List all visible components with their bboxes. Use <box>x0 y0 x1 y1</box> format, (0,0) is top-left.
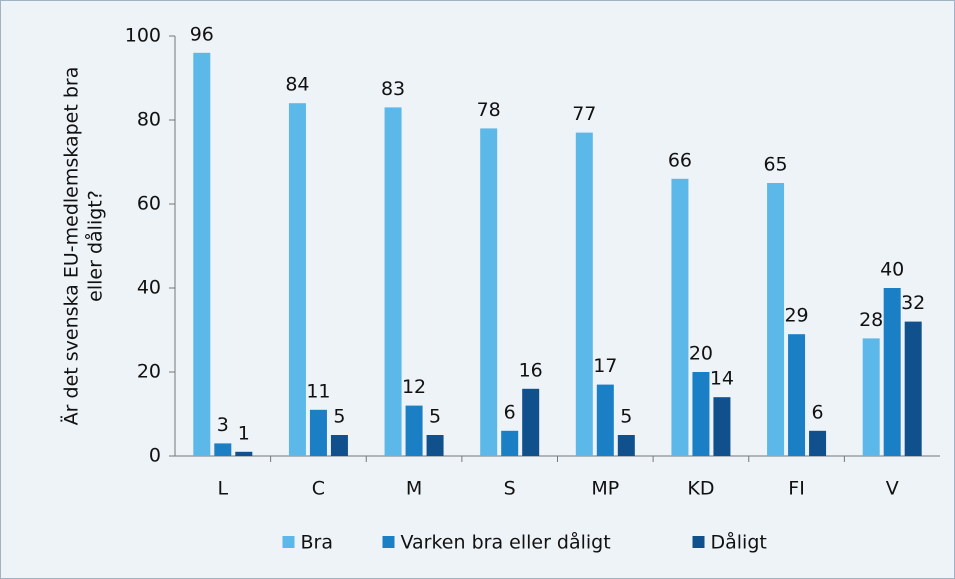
x-tick-label: L <box>218 478 229 500</box>
data-label: 11 <box>306 380 330 402</box>
legend-swatch <box>283 536 295 548</box>
y-axis-label: eller dåligt? <box>84 190 107 302</box>
bar <box>406 406 423 456</box>
bar <box>331 435 348 456</box>
bar <box>427 435 444 456</box>
bar <box>385 107 402 456</box>
data-label: 5 <box>429 406 441 428</box>
y-tick-label: 80 <box>137 109 161 131</box>
data-label: 84 <box>285 74 309 96</box>
x-tick-label: KD <box>687 478 714 500</box>
bar <box>576 133 593 456</box>
bar <box>692 372 709 456</box>
y-axis-label: Är det svenska EU-medlemskapet bra <box>60 67 83 426</box>
bar <box>480 128 497 456</box>
data-label: 6 <box>504 401 516 423</box>
bar <box>713 397 730 456</box>
x-tick-label: M <box>406 478 422 500</box>
y-tick-label: 20 <box>137 361 161 383</box>
data-label: 12 <box>402 376 426 398</box>
chart: Är det svenska EU-medlemskapet bra eller… <box>0 0 955 579</box>
data-label: 3 <box>217 414 229 436</box>
data-label: 16 <box>519 359 543 381</box>
data-label: 6 <box>812 401 824 423</box>
bar <box>767 183 784 456</box>
legend-label: Varken bra eller dåligt <box>401 531 611 554</box>
data-label: 14 <box>710 368 734 390</box>
bar <box>905 322 922 456</box>
bar <box>618 435 635 456</box>
x-tick-label: S <box>504 478 516 500</box>
bar <box>193 53 210 456</box>
bar <box>788 334 805 456</box>
y-tick-label: 60 <box>137 193 161 215</box>
y-tick-label: 100 <box>125 25 161 47</box>
data-label: 83 <box>381 78 405 100</box>
data-label: 17 <box>593 355 617 377</box>
data-label: 32 <box>901 292 925 314</box>
x-tick-label: MP <box>591 478 619 500</box>
bar <box>289 103 306 456</box>
bar <box>235 452 252 456</box>
x-tick-label: FI <box>788 478 805 500</box>
legend-label: Bra <box>301 532 334 554</box>
legend-swatch <box>383 536 395 548</box>
data-label: 65 <box>763 154 787 176</box>
y-tick-label: 0 <box>149 445 161 467</box>
data-label: 28 <box>859 309 883 331</box>
bar <box>522 389 539 456</box>
data-label: 20 <box>689 343 713 365</box>
legend-swatch <box>693 536 705 548</box>
data-label: 78 <box>477 99 501 121</box>
data-label: 5 <box>333 406 345 428</box>
bar <box>809 431 826 456</box>
data-label: 96 <box>190 23 214 45</box>
legend-label: Dåligt <box>711 531 767 554</box>
bar <box>597 385 614 456</box>
bar <box>214 443 231 456</box>
x-tick-label: C <box>312 478 325 500</box>
data-label: 1 <box>238 422 250 444</box>
x-tick-label: V <box>886 478 899 500</box>
data-label: 29 <box>784 305 808 327</box>
data-label: 5 <box>620 406 632 428</box>
data-label: 40 <box>880 259 904 281</box>
data-label: 66 <box>668 149 692 171</box>
bar <box>501 431 518 456</box>
y-tick-label: 40 <box>137 277 161 299</box>
bar <box>310 410 327 456</box>
bar <box>884 288 901 456</box>
data-label: 77 <box>572 103 596 125</box>
bar <box>863 338 880 456</box>
bar <box>671 179 688 456</box>
